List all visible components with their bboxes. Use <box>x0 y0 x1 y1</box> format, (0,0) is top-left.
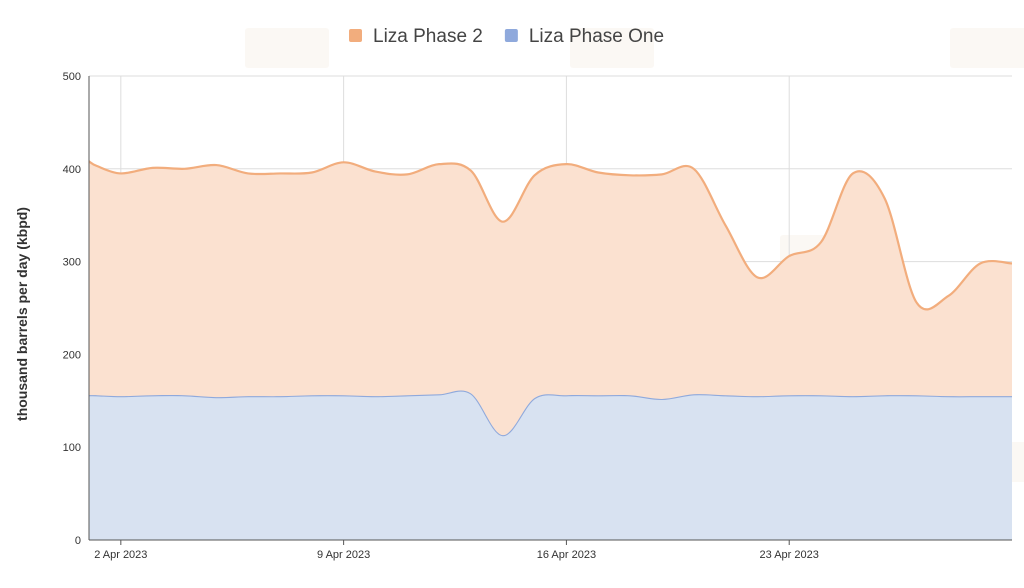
x-tick-label: 2 Apr 2023 <box>94 549 147 561</box>
area-liza-phase-2 <box>89 161 1012 436</box>
y-tick-label: 200 <box>63 349 81 361</box>
y-tick-label: 300 <box>63 257 81 269</box>
watermark-shape <box>950 28 1024 68</box>
y-tick-label: 500 <box>63 71 81 83</box>
y-axis-ticks: 0 100 200 300 400 500 <box>63 71 81 547</box>
legend-label: Liza Phase 2 <box>373 26 483 47</box>
legend-swatch <box>504 29 518 42</box>
line-liza-phase-2 <box>88 160 1013 311</box>
chart-legend[interactable]: Liza Phase 2 Liza Phase One <box>349 26 664 47</box>
legend-item-liza-phase-one[interactable]: Liza Phase One <box>504 26 664 47</box>
x-tick-label: 9 Apr 2023 <box>317 549 370 561</box>
y-tick-label: 100 <box>63 442 81 454</box>
chart-areas <box>88 160 1013 540</box>
x-tick-label: 16 Apr 2023 <box>537 549 596 561</box>
legend-item-liza-phase-2[interactable]: Liza Phase 2 <box>349 26 483 47</box>
x-tick-label: 23 Apr 2023 <box>760 549 819 561</box>
area-liza-phase-one <box>89 390 1012 540</box>
x-axis-ticks: 2 Apr 2023 9 Apr 2023 16 Apr 2023 23 Apr 20… <box>94 540 819 561</box>
legend-swatch <box>349 29 362 42</box>
watermark-shape <box>570 28 654 68</box>
y-tick-label: 400 <box>63 164 81 176</box>
watermark-shape <box>245 28 329 68</box>
y-tick-label: 0 <box>75 535 81 547</box>
chart-axes <box>88 76 1012 541</box>
y-axis-label: thousand barrels per day (kbpd) <box>14 207 30 421</box>
legend-label: Liza Phase One <box>529 26 664 47</box>
